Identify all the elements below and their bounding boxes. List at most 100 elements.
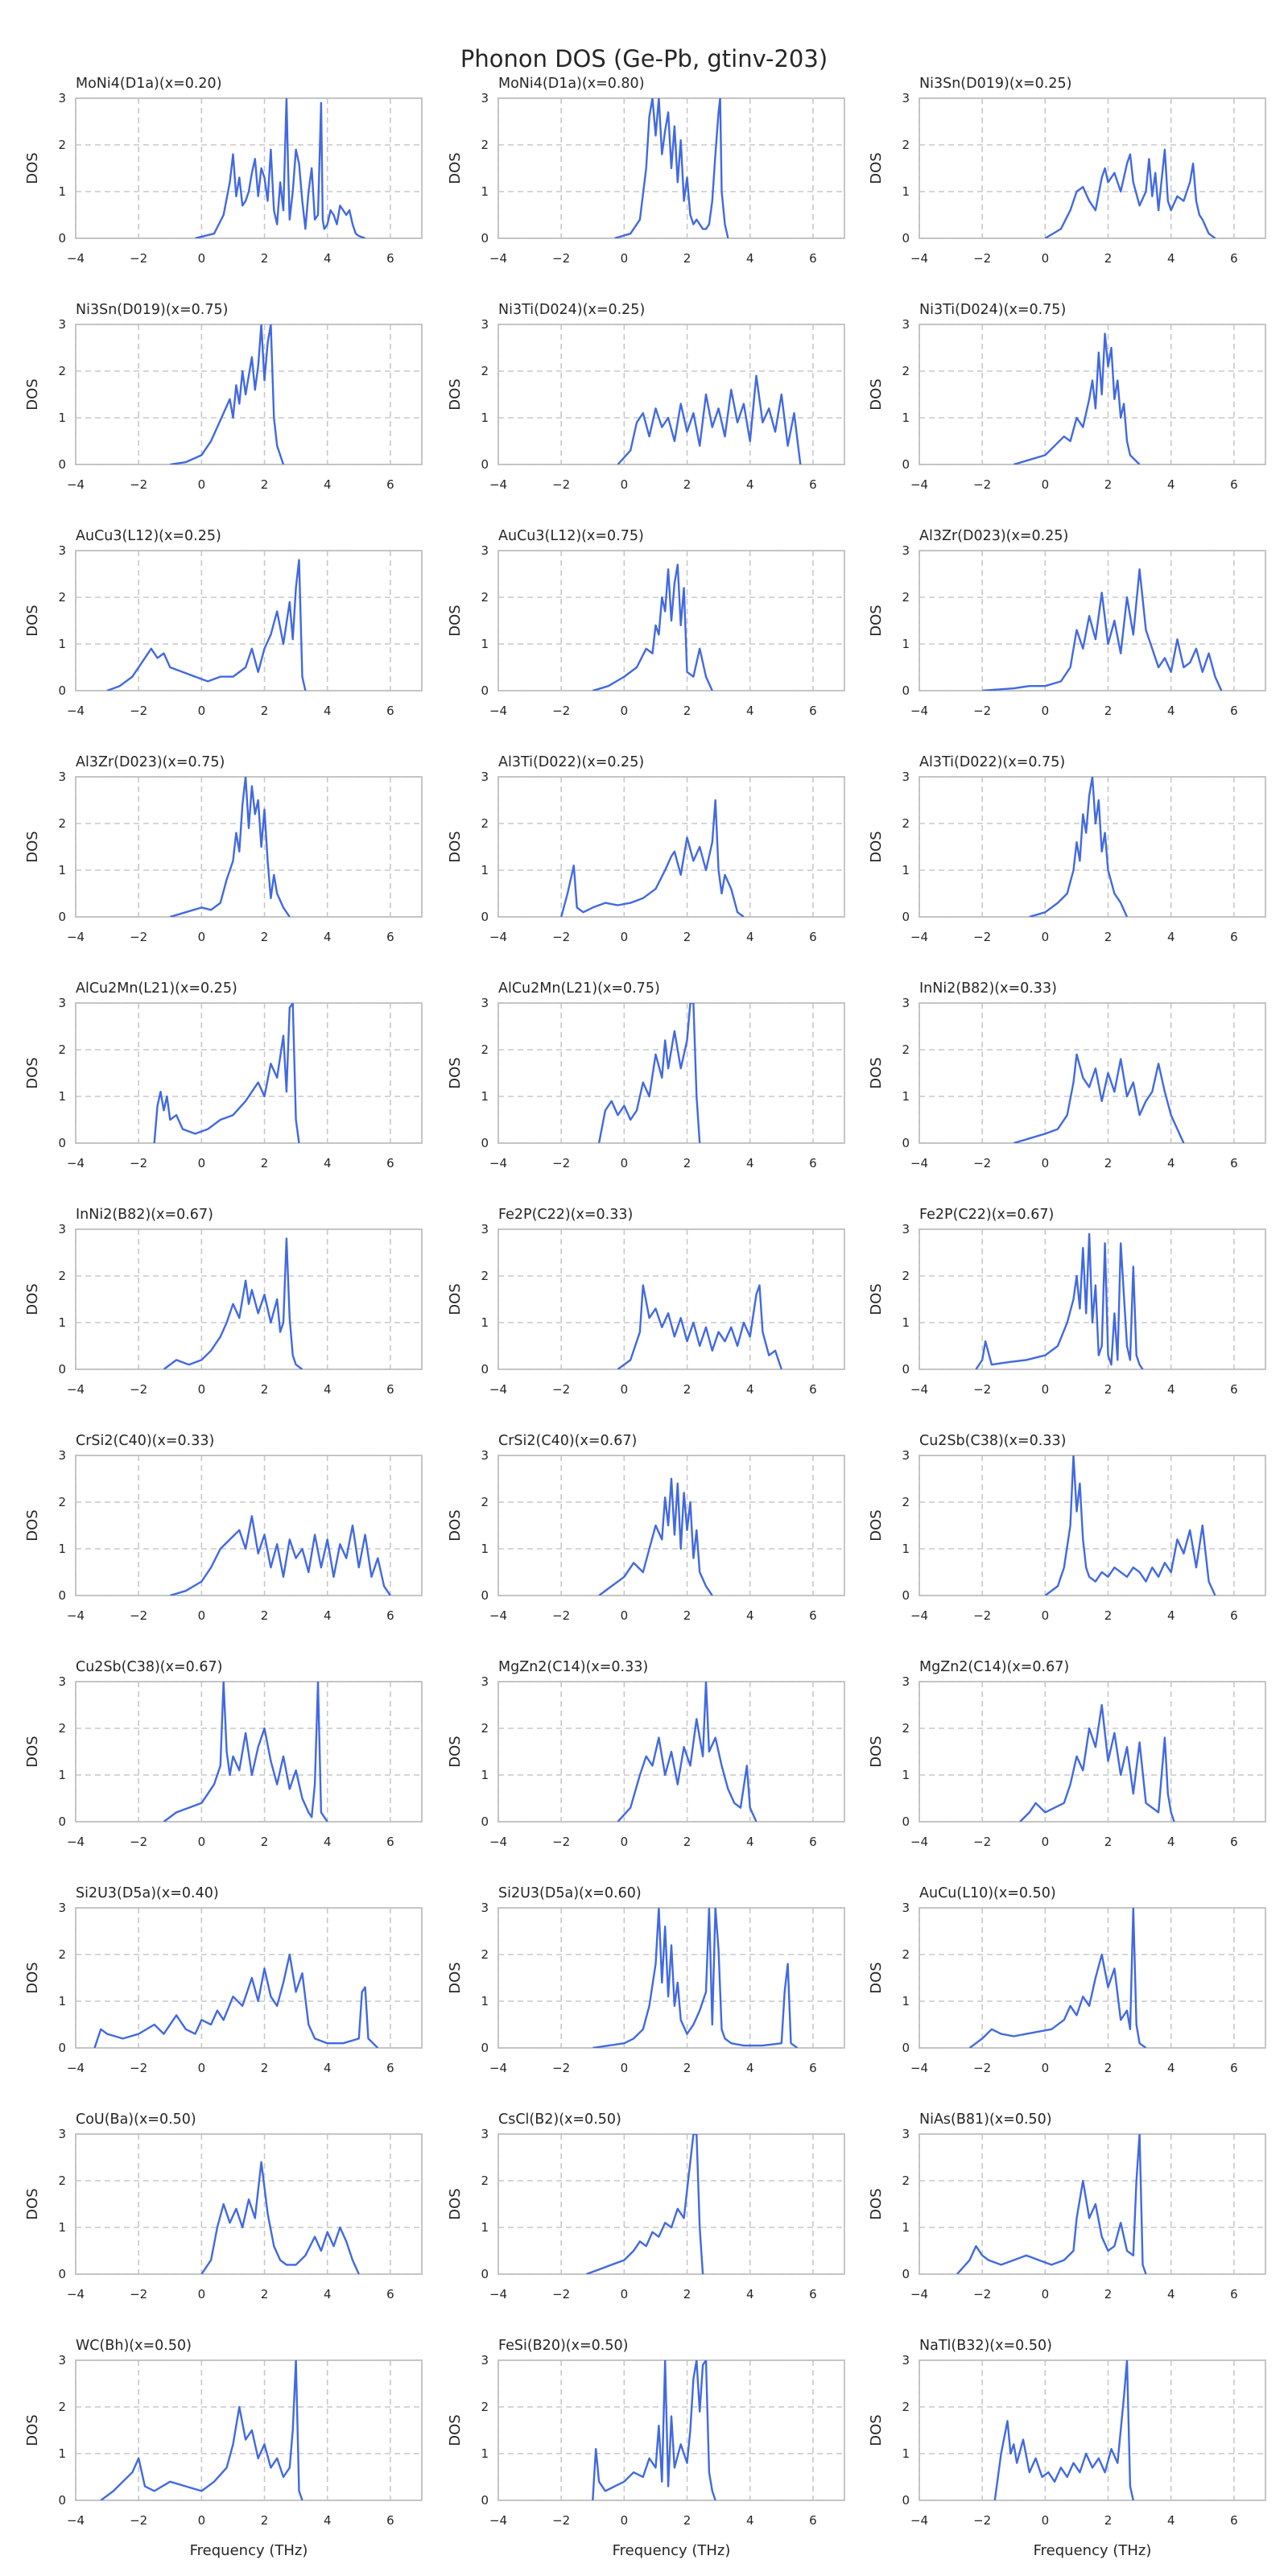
x-tick-label: 4 <box>1167 2287 1175 2301</box>
x-tick-label: −4 <box>489 477 507 492</box>
y-tick-label: 0 <box>481 910 489 924</box>
y-tick-label: 1 <box>58 1542 66 1556</box>
x-tick-label: 6 <box>1230 1835 1238 1849</box>
axes-frame <box>75 776 423 918</box>
y-axis-label: DOS <box>868 1736 885 1767</box>
x-tick-label: 6 <box>809 1608 817 1623</box>
x-tick-label: −4 <box>489 930 507 944</box>
x-tick-label: −2 <box>973 2287 991 2301</box>
x-tick-label: 0 <box>621 2061 629 2075</box>
x-tick-label: 2 <box>261 930 269 944</box>
x-tick-label: 4 <box>746 477 754 492</box>
x-tick-label: −2 <box>130 704 147 718</box>
x-tick-label: 0 <box>198 2287 206 2301</box>
x-tick-label: 4 <box>1167 930 1175 944</box>
x-tick-label: 0 <box>1042 1382 1050 1397</box>
y-tick-label: 3 <box>902 996 910 1010</box>
panel-title: Al3Ti(D022)(x=0.25) <box>498 754 644 770</box>
y-tick-label: 3 <box>58 996 66 1010</box>
x-tick-label: 0 <box>198 1608 206 1623</box>
x-tick-label: 0 <box>198 2513 206 2528</box>
y-tick-label: 0 <box>58 1588 66 1603</box>
x-tick-label: 4 <box>746 1382 754 1397</box>
dos-curve <box>956 2134 1147 2274</box>
y-axis-label: DOS <box>868 2188 885 2219</box>
x-tick-label: −2 <box>552 1835 570 1849</box>
dos-curve <box>169 1515 391 1596</box>
x-tick-label: 6 <box>386 1608 394 1623</box>
x-tick-label: −2 <box>130 1382 147 1397</box>
dos-curve <box>195 98 366 238</box>
x-tick-label: 4 <box>324 1835 332 1849</box>
y-tick-label: 1 <box>902 1768 910 1782</box>
y-tick-label: 2 <box>481 1269 489 1283</box>
x-tick-label: 0 <box>1042 1156 1050 1170</box>
axes-frame <box>497 776 845 918</box>
axes-frame <box>919 776 1266 918</box>
dos-panel: −4 −2 0 2 4 6 0 1 2 3 Al3Zr(D023)(x=0.25) DOS <box>868 528 1266 718</box>
dos-panel: −4 −2 0 2 4 6 0 1 2 3 Fe2P(C22)(x=0.67) DOS <box>868 1207 1266 1397</box>
x-tick-label: −4 <box>489 2513 507 2528</box>
x-tick-label: 2 <box>683 2061 691 2075</box>
x-tick-label: 6 <box>1230 2287 1238 2301</box>
panel-title: CrSi2(C40)(x=0.67) <box>498 1433 637 1449</box>
y-tick-label: 3 <box>902 1674 910 1689</box>
x-tick-label: −2 <box>973 2513 991 2528</box>
y-axis-label: DOS <box>24 605 41 636</box>
panel-title: CrSi2(C40)(x=0.33) <box>76 1433 214 1449</box>
y-tick-label: 1 <box>481 1768 489 1782</box>
x-tick-label: −4 <box>910 2287 928 2301</box>
y-tick-label: 2 <box>902 1947 910 1962</box>
y-tick-label: 2 <box>481 1042 489 1057</box>
x-tick-label: −4 <box>489 1835 507 1849</box>
x-tick-label: 2 <box>261 1835 269 1849</box>
x-tick-label: 0 <box>621 1608 629 1623</box>
x-tick-label: 4 <box>324 2287 332 2301</box>
x-axis-label: Frequency (THz) <box>1034 2542 1152 2559</box>
x-tick-label: 2 <box>261 251 269 266</box>
y-tick-label: 2 <box>481 2400 489 2414</box>
x-tick-label: 0 <box>621 2287 629 2301</box>
y-tick-label: 1 <box>481 1542 489 1556</box>
y-axis-label: DOS <box>447 605 464 636</box>
x-tick-label: 2 <box>683 251 691 266</box>
y-tick-label: 2 <box>481 816 489 831</box>
x-tick-label: 6 <box>1230 477 1238 492</box>
x-tick-label: 4 <box>746 704 754 718</box>
y-tick-label: 0 <box>481 2267 489 2281</box>
y-tick-label: 1 <box>902 863 910 877</box>
x-tick-label: 2 <box>1104 1608 1113 1623</box>
panel-title: Fe2P(C22)(x=0.67) <box>919 1207 1054 1223</box>
x-tick-label: 2 <box>261 1608 269 1623</box>
figure-title: Phonon DOS (Ge-Pb, gtinv-203) <box>460 45 828 72</box>
x-tick-label: 0 <box>1042 1835 1050 1849</box>
x-tick-label: 0 <box>1042 251 1050 266</box>
panel-title: Cu2Sb(C38)(x=0.67) <box>76 1659 222 1675</box>
y-tick-label: 1 <box>902 1542 910 1556</box>
x-tick-label: 6 <box>809 704 817 718</box>
axes-frame <box>497 1907 845 2049</box>
x-tick-label: −4 <box>910 2513 928 2528</box>
dos-panel: −4 −2 0 2 4 6 0 1 2 3 CsCl(B2)(x=0.50) DOS <box>447 2112 845 2301</box>
x-axis-label: Frequency (THz) <box>613 2542 731 2559</box>
panel-title: MoNi4(D1a)(x=0.20) <box>76 76 222 92</box>
x-tick-label: 6 <box>386 704 394 718</box>
x-tick-label: 4 <box>324 930 332 944</box>
dos-curve <box>598 1477 713 1596</box>
x-tick-label: 0 <box>198 704 206 718</box>
dos-panel: −4 −2 0 2 4 6 0 1 2 3 NaTl(B32)(x=0.50) DOS <box>868 2338 1266 2528</box>
dos-panel: −4 −2 0 2 4 6 0 1 2 3 AuCu(L10)(x=0.50) DOS <box>868 1885 1266 2075</box>
x-tick-label: 4 <box>1167 1156 1175 1170</box>
axes-frame <box>497 550 845 691</box>
x-tick-label: 6 <box>386 251 394 266</box>
x-tick-label: −4 <box>67 2061 85 2075</box>
y-tick-label: 2 <box>481 138 489 152</box>
axes-frame <box>919 1455 1266 1596</box>
x-tick-label: 6 <box>386 1835 394 1849</box>
x-tick-label: 4 <box>746 1156 754 1170</box>
x-tick-label: 4 <box>746 2287 754 2301</box>
x-tick-label: −4 <box>910 2061 928 2075</box>
dos-curve <box>560 799 745 917</box>
y-tick-label: 1 <box>481 184 489 199</box>
